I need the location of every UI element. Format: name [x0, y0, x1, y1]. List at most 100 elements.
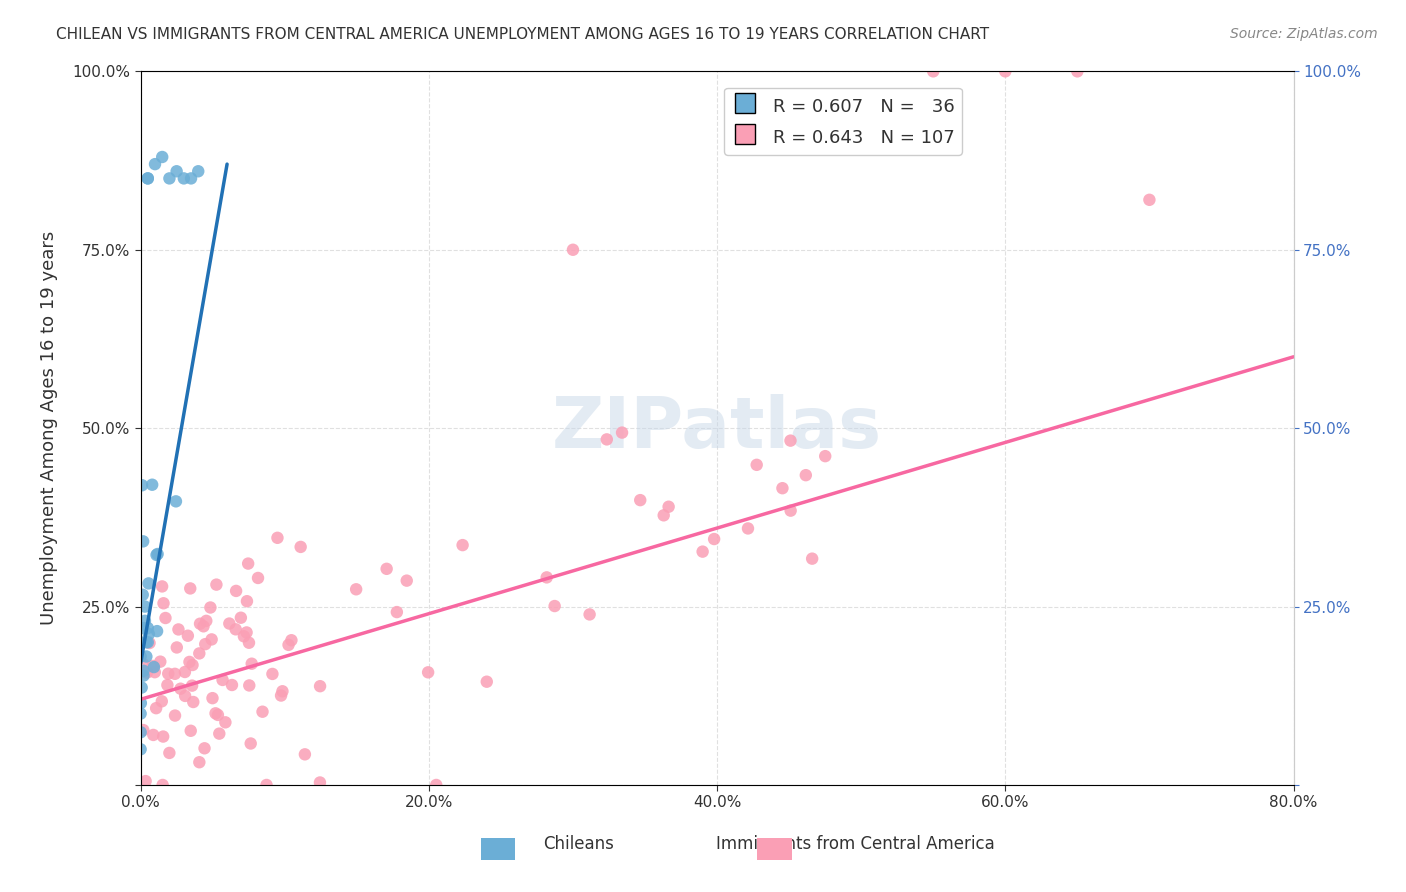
Immigrants from Central America [247, 571, 270, 585]
Immigrants from Central America [1139, 193, 1161, 207]
Text: Immigrants from Central America: Immigrants from Central America [716, 835, 995, 853]
Immigrants from Central America [207, 707, 229, 722]
Immigrants from Central America [169, 681, 191, 696]
Chileans [138, 627, 160, 641]
Immigrants from Central America [266, 531, 288, 545]
Immigrants from Central America [262, 667, 284, 681]
Immigrants from Central America [229, 611, 252, 625]
Chileans [129, 725, 152, 739]
Chileans [132, 621, 155, 635]
Immigrants from Central America [181, 679, 204, 693]
Immigrants from Central America [142, 659, 165, 673]
Immigrants from Central America [309, 775, 332, 789]
Immigrants from Central America [181, 695, 204, 709]
Immigrants from Central America [475, 674, 498, 689]
Immigrants from Central America [195, 614, 218, 628]
Immigrants from Central America [922, 64, 945, 78]
Immigrants from Central America [193, 619, 215, 633]
Immigrants from Central America [536, 570, 558, 584]
Immigrants from Central America [256, 778, 278, 792]
Y-axis label: Unemployment Among Ages 16 to 19 years: Unemployment Among Ages 16 to 19 years [41, 231, 58, 625]
Chileans [129, 649, 152, 664]
Immigrants from Central America [309, 679, 332, 693]
Immigrants from Central America [214, 715, 236, 730]
Immigrants from Central America [344, 582, 367, 597]
Immigrants from Central America [779, 503, 801, 517]
Text: Source: ZipAtlas.com: Source: ZipAtlas.com [1230, 27, 1378, 41]
Chileans [187, 164, 209, 178]
Immigrants from Central America [236, 594, 259, 608]
Chileans [173, 171, 195, 186]
Immigrants from Central America [225, 623, 247, 637]
Chileans [150, 150, 173, 164]
Chileans [136, 635, 159, 649]
Immigrants from Central America [188, 616, 211, 631]
Immigrants from Central America [225, 583, 247, 598]
Immigrants from Central America [180, 723, 202, 738]
Immigrants from Central America [271, 684, 294, 698]
Immigrants from Central America [193, 741, 215, 756]
Immigrants from Central America [235, 625, 257, 640]
Immigrants from Central America [801, 551, 824, 566]
Immigrants from Central America [425, 778, 447, 792]
Immigrants from Central America [280, 633, 302, 648]
Chileans [142, 660, 165, 674]
Immigrants from Central America [156, 678, 179, 692]
Text: CHILEAN VS IMMIGRANTS FROM CENTRAL AMERICA UNEMPLOYMENT AMONG AGES 16 TO 19 YEAR: CHILEAN VS IMMIGRANTS FROM CENTRAL AMERI… [56, 27, 990, 42]
Immigrants from Central America [238, 678, 260, 692]
Immigrants from Central America [610, 425, 633, 440]
Immigrants from Central America [157, 746, 180, 760]
Chileans [134, 599, 156, 614]
Immigrants from Central America [814, 449, 837, 463]
Immigrants from Central America [794, 468, 817, 483]
FancyBboxPatch shape [481, 838, 515, 860]
Immigrants from Central America [150, 579, 173, 593]
Immigrants from Central America [163, 666, 186, 681]
Chileans [146, 624, 169, 639]
Immigrants from Central America [277, 638, 299, 652]
Immigrants from Central America [239, 737, 262, 751]
Immigrants from Central America [200, 600, 222, 615]
Immigrants from Central America [232, 629, 254, 643]
Immigrants from Central America [596, 433, 619, 447]
Immigrants from Central America [994, 64, 1017, 78]
Immigrants from Central America [179, 655, 201, 669]
Immigrants from Central America [692, 544, 714, 558]
Chileans [166, 164, 188, 178]
Chileans [136, 621, 159, 635]
Immigrants from Central America [221, 678, 243, 692]
Immigrants from Central America [132, 657, 155, 671]
Immigrants from Central America [703, 532, 725, 546]
Chileans [131, 478, 153, 492]
Chileans [141, 477, 163, 491]
Immigrants from Central America [451, 538, 474, 552]
Chileans [159, 171, 180, 186]
Immigrants from Central America [745, 458, 768, 472]
Chileans [143, 157, 166, 171]
Chileans [129, 635, 152, 649]
Chileans [135, 649, 157, 664]
Immigrants from Central America [152, 596, 174, 610]
Immigrants from Central America [211, 673, 233, 687]
Immigrants from Central America [385, 605, 408, 619]
Immigrants from Central America [201, 691, 224, 706]
Immigrants from Central America [218, 616, 240, 631]
Legend: R = 0.607   N =   36, R = 0.643   N = 107: R = 0.607 N = 36, R = 0.643 N = 107 [724, 87, 962, 155]
Chileans [132, 588, 155, 602]
Immigrants from Central America [149, 655, 172, 669]
Immigrants from Central America [179, 582, 201, 596]
Chileans [135, 635, 157, 649]
FancyBboxPatch shape [758, 838, 792, 860]
Chileans [180, 171, 202, 186]
Immigrants from Central America [188, 647, 211, 661]
Immigrants from Central America [658, 500, 681, 514]
Immigrants from Central America [155, 611, 177, 625]
Immigrants from Central America [578, 607, 600, 622]
Immigrants from Central America [652, 508, 675, 523]
Immigrants from Central America [395, 574, 418, 588]
Chileans [134, 614, 156, 628]
Text: Chileans: Chileans [543, 835, 614, 853]
Immigrants from Central America [177, 629, 200, 643]
Immigrants from Central America [290, 540, 312, 554]
Immigrants from Central America [628, 493, 651, 508]
